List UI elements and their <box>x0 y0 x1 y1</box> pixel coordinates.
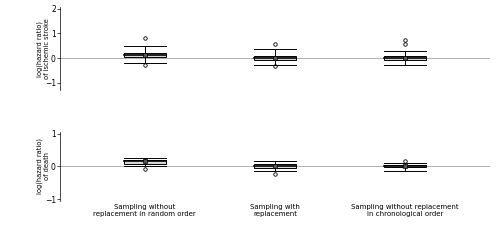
Bar <box>254 56 296 60</box>
Bar <box>124 53 166 57</box>
Bar <box>254 164 296 168</box>
Bar <box>384 56 426 60</box>
Y-axis label: log(hazard ratio)
of ischemic stroke: log(hazard ratio) of ischemic stroke <box>36 18 50 79</box>
Bar <box>384 165 426 167</box>
Y-axis label: log(hazard ratio)
of death: log(hazard ratio) of death <box>36 138 50 194</box>
Bar <box>124 160 166 164</box>
